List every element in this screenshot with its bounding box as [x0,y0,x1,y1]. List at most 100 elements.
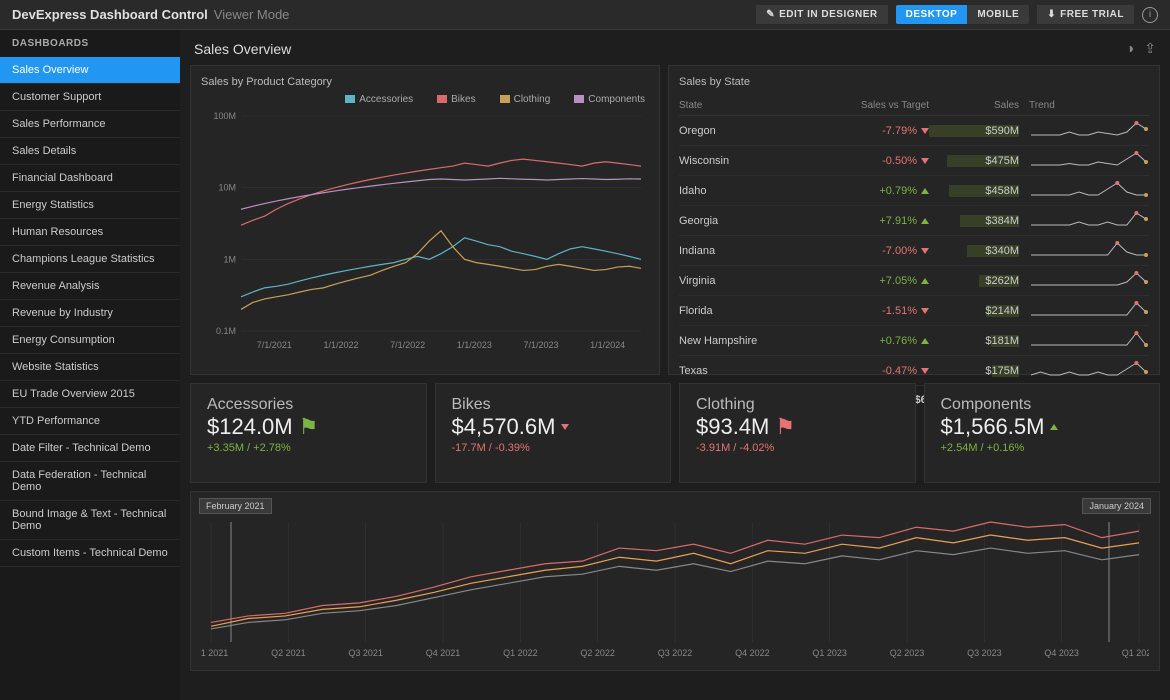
sidebar-item[interactable]: EU Trade Overview 2015 [0,381,180,408]
svg-text:Q2 2023: Q2 2023 [890,648,925,658]
kpi-title: Clothing [696,396,899,414]
header: DevExpress Dashboard Control Viewer Mode… [0,0,1170,30]
svg-text:1/1/2024: 1/1/2024 [590,340,625,350]
desktop-button[interactable]: DESKTOP [896,5,968,24]
state-sales: $475M [929,155,1019,167]
state-row[interactable]: Florida-1.51%$214M [679,296,1149,326]
state-sales: $175M [929,365,1019,377]
kpi-card[interactable]: Clothing$93.4M⚑-3.91M / -4.02% [679,383,916,483]
state-sales: $458M [929,185,1019,197]
svg-text:Q3 2021: Q3 2021 [348,648,383,658]
triangle-down-icon [921,308,929,314]
sidebar-item[interactable]: YTD Performance [0,408,180,435]
svg-text:1/1/2023: 1/1/2023 [457,340,492,350]
svg-text:Q1 2022: Q1 2022 [503,648,538,658]
state-row[interactable]: Idaho+0.79%$458M [679,176,1149,206]
sidebar-item[interactable]: Champions League Statistics [0,246,180,273]
kpi-title: Bikes [452,396,655,414]
col-sales: Sales [929,100,1019,111]
state-title: Sales by State [679,76,1149,88]
state-row[interactable]: Georgia+7.91%$384M [679,206,1149,236]
export-icon[interactable]: ⇪ [1144,40,1156,57]
main: Sales Overview ◑ ⇪ Sales by Product Cate… [180,30,1170,700]
legend-item[interactable]: Clothing [486,94,551,105]
mobile-button[interactable]: MOBILE [967,5,1029,24]
range-card: February 2021 January 2024 Q1 2021Q2 202… [190,491,1160,671]
sidebar-item[interactable]: Data Federation - Technical Demo [0,462,180,501]
app-title: DevExpress Dashboard Control [12,7,208,22]
triangle-up-icon [921,278,929,284]
kpi-value: $93.4M⚑ [696,414,899,440]
sidebar-item[interactable]: Bound Image & Text - Technical Demo [0,501,180,540]
legend-item[interactable]: Accessories [331,94,413,105]
svg-text:Q3 2022: Q3 2022 [658,648,693,658]
sidebar-item[interactable]: Sales Overview [0,57,180,84]
sidebar-item[interactable]: Customer Support [0,84,180,111]
svg-text:Q4 2023: Q4 2023 [1044,648,1079,658]
kpi-value: $4,570.6M [452,414,655,440]
legend-item[interactable]: Bikes [423,94,475,105]
kpi-row: Accessories$124.0M⚑+3.35M / +2.78%Bikes$… [190,383,1160,483]
state-sales: $181M [929,335,1019,347]
state-vs-target: +0.76% [829,335,929,347]
sidebar-item[interactable]: Custom Items - Technical Demo [0,540,180,567]
range-start-tag[interactable]: February 2021 [199,498,272,514]
kpi-card[interactable]: Components$1,566.5M+2.54M / +0.16% [924,383,1161,483]
state-row[interactable]: Virginia+7.05%$262M [679,266,1149,296]
svg-text:1/1/2022: 1/1/2022 [323,340,358,350]
kpi-value: $1,566.5M [941,414,1144,440]
state-row[interactable]: Wisconsin-0.50%$475M [679,146,1149,176]
state-name: Idaho [679,185,829,197]
kpi-value: $124.0M⚑ [207,414,410,440]
state-row[interactable]: Oregon-7.79%$590M [679,116,1149,146]
triangle-down-icon [921,368,929,374]
page-title: Sales Overview [194,41,291,57]
kpi-card[interactable]: Bikes$4,570.6M-17.7M / -0.39% [435,383,672,483]
kpi-card[interactable]: Accessories$124.0M⚑+3.35M / +2.78% [190,383,427,483]
kpi-sub: +3.35M / +2.78% [207,442,410,454]
sidebar-item[interactable]: Energy Consumption [0,327,180,354]
range-end-tag[interactable]: January 2024 [1082,498,1151,514]
sidebar-item[interactable]: Revenue by Industry [0,300,180,327]
range-chart[interactable]: Q1 2021Q2 2021Q3 2021Q4 2021Q1 2022Q2 20… [201,502,1149,662]
svg-text:Q1 2023: Q1 2023 [812,648,847,658]
top-row: Sales by Product Category AccessoriesBik… [190,65,1160,375]
sidebar-item[interactable]: Website Statistics [0,354,180,381]
sidebar-item[interactable]: Sales Performance [0,111,180,138]
state-trend [1019,271,1149,290]
legend-item[interactable]: Components [560,94,645,105]
free-trial-button[interactable]: ⬇FREE TRIAL [1037,5,1134,24]
sidebar-item[interactable]: Date Filter - Technical Demo [0,435,180,462]
col-state: State [679,100,829,111]
product-category-card: Sales by Product Category AccessoriesBik… [190,65,660,375]
sidebar-item[interactable]: Human Resources [0,219,180,246]
svg-text:0.1M: 0.1M [216,326,236,336]
sidebar-item[interactable]: Revenue Analysis [0,273,180,300]
product-chart: 0.1M1M10M100M7/1/20211/1/20227/1/20221/1… [201,96,651,356]
header-right: ✎EDIT IN DESIGNER DESKTOP MOBILE ⬇FREE T… [756,5,1158,24]
state-sales: $262M [929,275,1019,287]
state-row[interactable]: Texas-0.47%$175M [679,356,1149,386]
state-name: Florida [679,305,829,317]
state-name: Texas [679,365,829,377]
info-icon[interactable]: i [1142,7,1158,23]
state-name: Virginia [679,275,829,287]
state-row[interactable]: New Hampshire+0.76%$181M [679,326,1149,356]
sidebar-item[interactable]: Sales Details [0,138,180,165]
state-row[interactable]: Indiana-7.00%$340M [679,236,1149,266]
sidebar: DASHBOARDS Sales OverviewCustomer Suppor… [0,30,180,700]
state-sales: $214M [929,305,1019,317]
palette-icon[interactable]: ◑ [1126,40,1134,57]
app-subtitle: Viewer Mode [214,7,290,22]
triangle-down-icon [561,424,569,430]
state-vs-target: +0.79% [829,185,929,197]
edit-designer-button[interactable]: ✎EDIT IN DESIGNER [756,5,887,24]
state-sales: $590M [929,125,1019,137]
sidebar-item[interactable]: Energy Statistics [0,192,180,219]
sidebar-header: DASHBOARDS [0,30,180,57]
sidebar-item[interactable]: Financial Dashboard [0,165,180,192]
state-trend [1019,211,1149,230]
state-trend [1019,121,1149,140]
kpi-sub: +2.54M / +0.16% [941,442,1144,454]
svg-text:7/1/2022: 7/1/2022 [390,340,425,350]
